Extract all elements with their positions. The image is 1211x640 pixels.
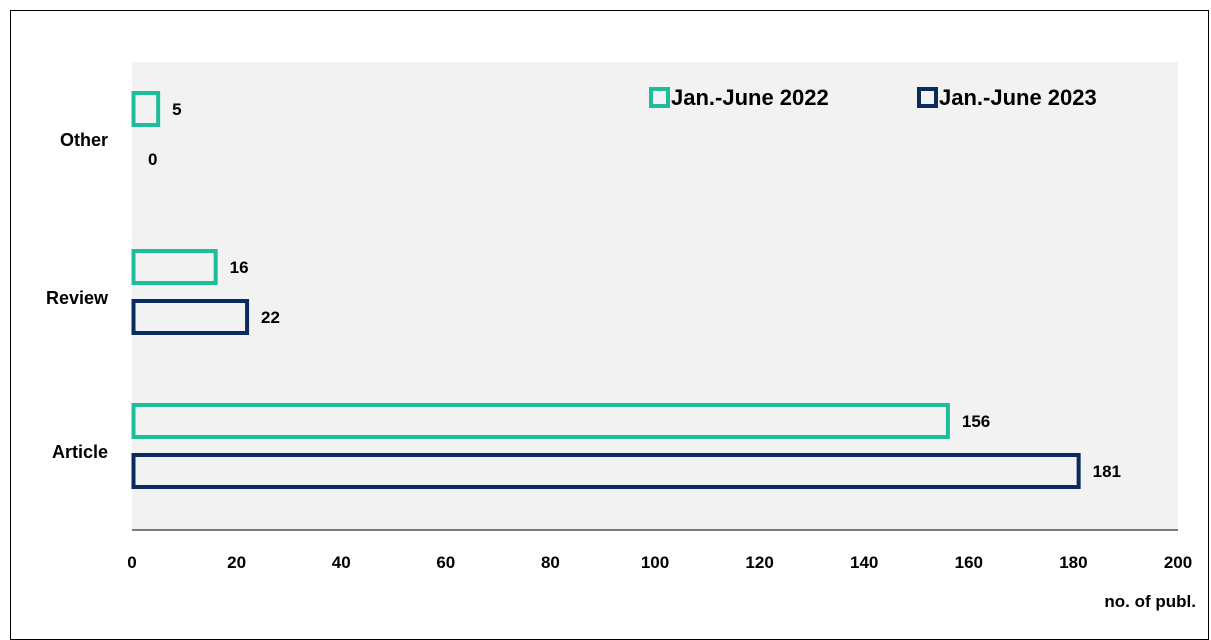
legend-swatch-2023 bbox=[917, 87, 938, 108]
data-label-review-2022: 16 bbox=[230, 258, 249, 277]
bar-article-2022 bbox=[131, 403, 950, 439]
data-label-other-2022: 5 bbox=[172, 100, 181, 119]
bar-review-2022 bbox=[131, 249, 218, 285]
data-label-review-2023: 22 bbox=[261, 308, 280, 327]
category-labels-group: Other Review Article bbox=[46, 130, 109, 462]
bar-chart: 5 0 16 22 156 181 Other Review Article 0 20 40 60 8… bbox=[46, 62, 1196, 611]
x-axis-label: no. of publ. bbox=[1104, 592, 1196, 611]
category-label-article: Article bbox=[52, 442, 108, 462]
data-label-article-2022: 156 bbox=[962, 412, 990, 431]
x-tick-label: 200 bbox=[1164, 553, 1192, 572]
legend-label-2022: Jan.-June 2022 bbox=[671, 85, 829, 110]
x-tick-label: 160 bbox=[955, 553, 983, 572]
bar-other-2022 bbox=[131, 91, 161, 127]
x-tick-label: 180 bbox=[1059, 553, 1087, 572]
x-tick-label: 0 bbox=[127, 553, 136, 572]
bars-group bbox=[131, 91, 1081, 489]
category-label-other: Other bbox=[60, 130, 108, 150]
x-tick-label: 100 bbox=[641, 553, 669, 572]
category-label-review: Review bbox=[46, 288, 109, 308]
data-label-article-2023: 181 bbox=[1093, 462, 1121, 481]
plot-background bbox=[132, 62, 1178, 530]
bar-review-2023 bbox=[131, 299, 250, 335]
x-tick-label: 40 bbox=[332, 553, 351, 572]
x-tick-label: 80 bbox=[541, 553, 560, 572]
bar-article-2023 bbox=[131, 453, 1081, 489]
x-tick-labels-group: 0 20 40 60 80 100 120 140 160 180 200 bbox=[127, 553, 1192, 572]
x-tick-label: 140 bbox=[850, 553, 878, 572]
x-tick-label: 120 bbox=[745, 553, 773, 572]
legend-swatch-2022 bbox=[649, 87, 670, 108]
data-labels-group: 5 0 16 22 156 181 bbox=[148, 100, 1121, 481]
data-label-other-2023: 0 bbox=[148, 150, 157, 169]
x-tick-label: 20 bbox=[227, 553, 246, 572]
x-tick-label: 60 bbox=[436, 553, 455, 572]
legend: Jan.-June 2022 Jan.-June 2023 bbox=[649, 85, 1097, 110]
legend-label-2023: Jan.-June 2023 bbox=[939, 85, 1097, 110]
